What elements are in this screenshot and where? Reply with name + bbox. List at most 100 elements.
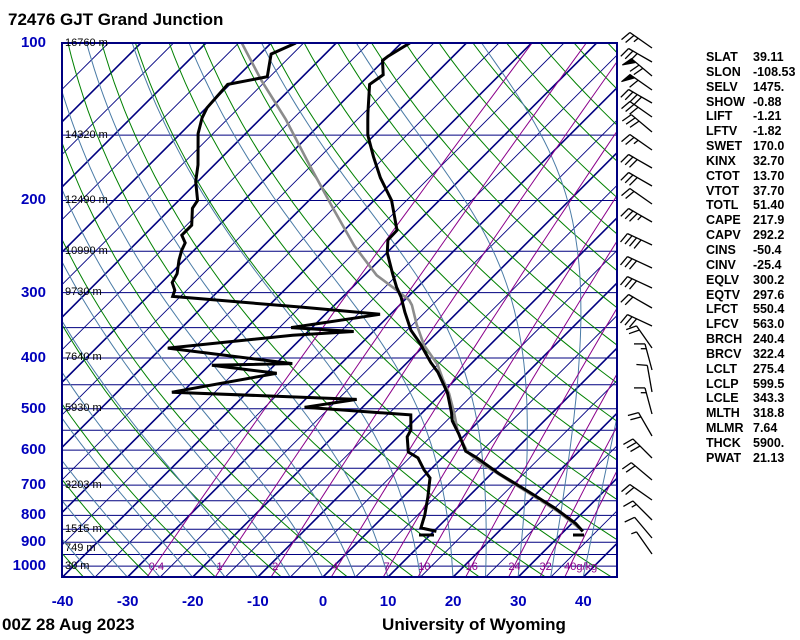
stability-indices-panel: SLAT 39.11 SLON -108.53 SELV 1475. SHOW -0.88 LI… (706, 50, 795, 466)
sounding-traces (167, 43, 584, 537)
index-row-lfct: LFCT 550.4 (706, 302, 785, 317)
 (628, 171, 653, 187)
 (633, 67, 644, 76)
mixing-ratio-label-7: 7 (384, 561, 390, 573)
moist-adiabat--15 (62, 371, 226, 577)
pressure-tick-500: 500 (20, 399, 46, 417)
 (633, 239, 642, 249)
 (631, 531, 637, 535)
 (625, 117, 636, 125)
 (635, 531, 653, 555)
 (624, 258, 633, 268)
moist-adiabat--40 (62, 575, 63, 577)
dewpoint-trace (167, 43, 437, 533)
moist-adiabat--35 (62, 538, 96, 577)
wind-barb (620, 276, 653, 290)
isotherm-20 (452, 412, 617, 577)
wind-barb (621, 100, 653, 118)
isotherm-25 (485, 445, 617, 577)
 (635, 325, 653, 349)
dry-adiabat--10 (62, 323, 283, 577)
 (629, 120, 640, 128)
 (624, 91, 634, 101)
wind-barb (634, 343, 653, 371)
 (620, 233, 628, 243)
mixing-ratio-line-24 (508, 372, 617, 577)
 (644, 387, 653, 415)
index-row-mlth: MLTH 318.8 (706, 406, 785, 421)
 (633, 139, 639, 145)
moist-adiabat--10 (62, 320, 259, 577)
 (637, 215, 643, 221)
dry-adiabat-150 (506, 43, 617, 162)
 (629, 213, 638, 222)
wind-barb (621, 73, 653, 91)
height-label-925: 749 m (65, 541, 96, 554)
wind-barb (621, 114, 653, 133)
index-row-cape: CAPE 217.9 (706, 213, 785, 228)
isotherm--95 (62, 43, 239, 221)
pressure-tick-100: 100 (20, 34, 46, 51)
 (623, 500, 634, 507)
dry-adiabat-90 (303, 43, 617, 384)
pressure-tick-300: 300 (20, 283, 46, 301)
 (621, 188, 631, 197)
moist-adiabat-25 (261, 43, 487, 577)
wind-barb (634, 387, 653, 415)
wind-barb-column (620, 31, 653, 555)
 (629, 133, 653, 151)
index-row-pwat: PWAT 21.13 (706, 450, 785, 465)
moist-adiabat--25 (62, 459, 161, 577)
pressure-tick-200: 200 (20, 191, 46, 209)
temperature-trace (366, 43, 584, 533)
 (629, 260, 638, 270)
index-row-lfcv: LFCV 563.0 (706, 317, 785, 332)
isotherm--85 (62, 43, 304, 286)
index-row-eqlv: EQLV 300.2 (706, 272, 785, 287)
wind-barb (621, 462, 653, 481)
 (625, 136, 635, 145)
wind-barb (620, 171, 653, 187)
dry-adiabat-10 (62, 141, 415, 577)
isotherm-5 (355, 314, 617, 577)
index-row-totl: TOTL 51.40 (706, 198, 785, 213)
height-label-150: 14320 m (65, 128, 108, 141)
mixing-ratio-line-40 (564, 469, 617, 577)
 (621, 114, 632, 122)
wind-barb (620, 314, 653, 328)
dry-adiabat-20 (67, 43, 480, 577)
height-label-100: 16760 m (65, 36, 108, 49)
temp-tick--40: -40 (51, 593, 74, 610)
temp-tick--10: -10 (247, 593, 269, 610)
index-row-swet: SWET 170.0 (706, 139, 785, 154)
moist-adiabat-0 (62, 187, 324, 577)
 (627, 411, 639, 417)
isotherm--35 (94, 54, 617, 577)
 (620, 208, 630, 217)
 (620, 294, 630, 303)
wind-barb (636, 363, 653, 393)
temp-tick--20: -20 (181, 593, 204, 610)
 (628, 293, 653, 309)
dry-adiabat--20 (62, 403, 217, 577)
index-row-kinx: KINX 32.70 (706, 153, 785, 168)
wind-barb (625, 325, 653, 349)
index-row-slon: SLON -108.53 (706, 64, 796, 79)
index-row-thck: THCK 5900. (706, 435, 785, 450)
 (629, 94, 638, 103)
dry-adiabat-110 (371, 43, 617, 309)
height-label-300: 9730 m (65, 286, 102, 299)
mixing-ratio-line-7 (382, 194, 617, 577)
index-row-capv: CAPV 292.2 (706, 228, 785, 243)
 (626, 441, 637, 449)
isotherm--5 (290, 249, 617, 577)
 (621, 462, 632, 470)
 (630, 114, 653, 133)
 (623, 438, 634, 445)
wind-barb (623, 438, 653, 459)
isotherm--25 (159, 119, 617, 577)
 (624, 316, 633, 326)
 (620, 154, 630, 163)
moist-adiabat-40 (582, 414, 617, 577)
mixing-ratio-line-32 (539, 425, 617, 577)
